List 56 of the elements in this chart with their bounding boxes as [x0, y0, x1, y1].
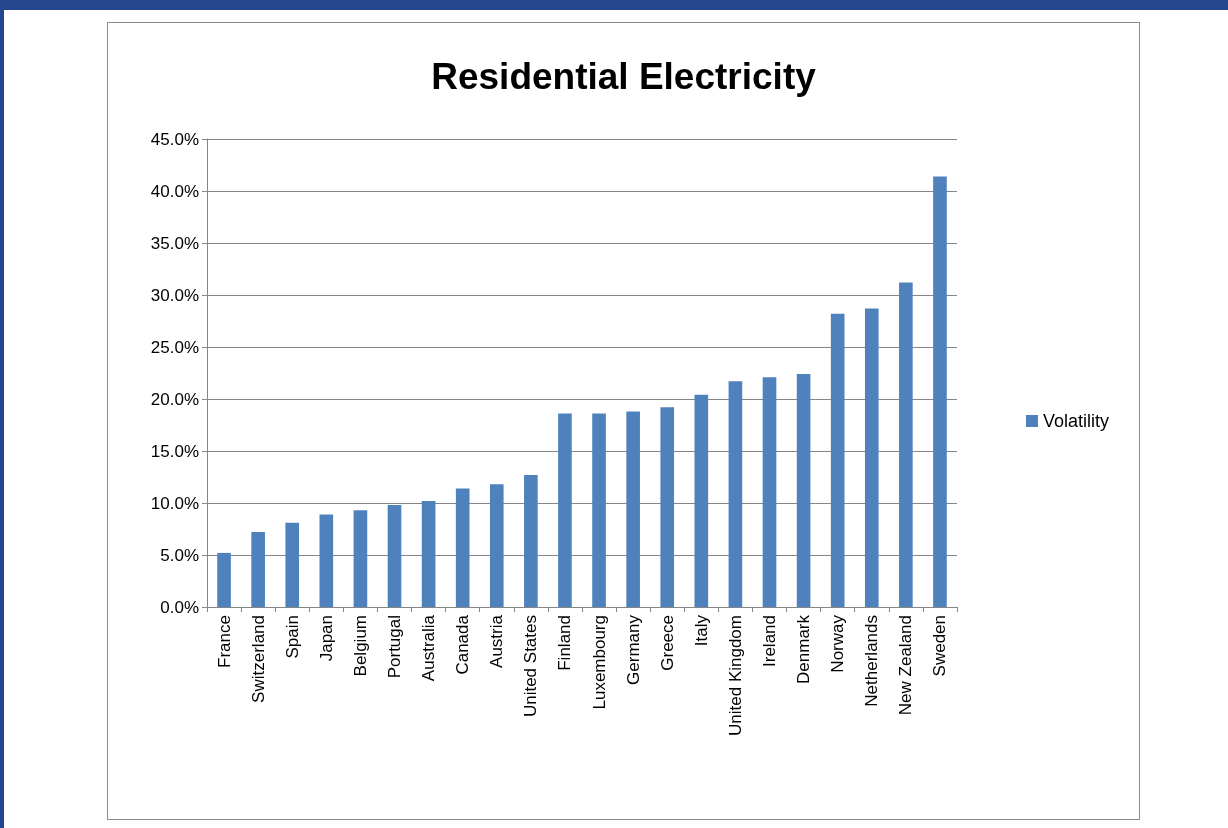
bar — [455, 488, 470, 607]
y-tick-label: 5.0% — [160, 545, 199, 565]
x-tick-label: Italy — [691, 614, 711, 647]
bar — [387, 505, 402, 607]
x-tick-label: Canada — [453, 614, 473, 675]
y-tick-label: 15.0% — [150, 441, 199, 461]
x-tick-label: Switzerland — [248, 615, 268, 703]
bar — [251, 532, 265, 607]
bar — [217, 552, 231, 607]
y-tick-label: 45.0% — [150, 129, 199, 149]
y-tick-label: 10.0% — [150, 493, 199, 513]
x-tick-label: Greece — [657, 615, 677, 671]
y-tick-label: 20.0% — [150, 389, 199, 409]
y-tick-label: 0.0% — [160, 597, 199, 617]
x-tick-label: Australia — [419, 614, 439, 682]
x-tick-label: France — [214, 615, 234, 668]
bar — [489, 484, 504, 607]
x-tick-label: United Kingdom — [725, 615, 745, 736]
chart-title: Residential Electricity — [431, 56, 817, 97]
bar — [728, 381, 743, 607]
x-tick-label: Denmark — [794, 614, 814, 684]
bar — [592, 413, 606, 607]
bar — [626, 411, 640, 607]
bar — [694, 394, 709, 607]
bar — [762, 377, 777, 607]
bar — [524, 474, 538, 607]
x-tick-label: Spain — [282, 615, 302, 659]
y-tick-label: 40.0% — [150, 181, 199, 201]
bar — [319, 514, 334, 607]
x-tick-label: Belgium — [350, 615, 370, 677]
y-tick-label: 30.0% — [150, 285, 199, 305]
x-tick-label: Norway — [828, 614, 848, 673]
x-tick-label: Japan — [316, 615, 336, 662]
x-tick-label: United States — [521, 615, 541, 718]
x-tick-label: Finland — [555, 615, 575, 671]
bar — [899, 282, 913, 607]
y-tick-label: 25.0% — [150, 337, 199, 357]
y-tick-label: 35.0% — [150, 233, 199, 253]
x-tick-label: New Zealand — [896, 615, 916, 716]
bar — [796, 374, 811, 607]
x-tick-label: Austria — [487, 614, 507, 668]
bar — [353, 510, 368, 607]
bar — [864, 308, 879, 607]
x-tick-label: Sweden — [930, 615, 950, 677]
bar — [558, 413, 572, 607]
x-tick-label: Luxembourg — [589, 615, 609, 710]
bar — [830, 313, 845, 607]
bar — [285, 522, 300, 607]
bar — [933, 176, 947, 607]
x-tick-label: Netherlands — [862, 615, 882, 707]
x-tick-label: Portugal — [385, 615, 404, 679]
legend-label: Volatility — [1042, 411, 1110, 431]
x-tick-label: Ireland — [760, 615, 779, 667]
bar — [660, 407, 675, 607]
x-tick-label: Germany — [623, 614, 643, 685]
bar — [421, 500, 436, 607]
